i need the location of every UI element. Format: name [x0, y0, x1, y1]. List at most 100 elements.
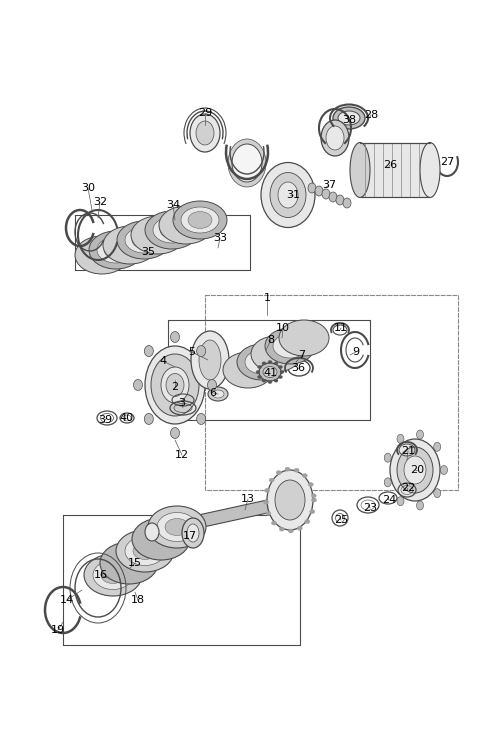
Text: 28: 28: [364, 110, 378, 120]
Ellipse shape: [161, 367, 189, 403]
Text: 33: 33: [213, 233, 227, 243]
Text: 12: 12: [175, 450, 189, 460]
Ellipse shape: [268, 381, 272, 384]
Ellipse shape: [145, 346, 205, 424]
Text: 41: 41: [263, 368, 277, 378]
Text: 36: 36: [291, 363, 305, 373]
Ellipse shape: [103, 226, 157, 264]
Text: 29: 29: [198, 108, 212, 118]
Ellipse shape: [285, 467, 290, 471]
Ellipse shape: [268, 360, 272, 363]
Ellipse shape: [251, 336, 301, 372]
Ellipse shape: [157, 512, 197, 542]
Ellipse shape: [267, 470, 313, 530]
Text: 30: 30: [81, 183, 95, 193]
Ellipse shape: [116, 530, 174, 572]
Text: 31: 31: [286, 190, 300, 200]
Ellipse shape: [261, 162, 315, 227]
Ellipse shape: [133, 379, 143, 390]
Polygon shape: [148, 495, 295, 538]
Ellipse shape: [305, 520, 310, 523]
Ellipse shape: [343, 198, 351, 208]
Ellipse shape: [145, 523, 159, 541]
Ellipse shape: [279, 527, 284, 531]
Ellipse shape: [269, 478, 274, 482]
Ellipse shape: [153, 217, 191, 243]
Ellipse shape: [417, 501, 423, 510]
Ellipse shape: [101, 567, 125, 583]
Ellipse shape: [182, 518, 204, 548]
Ellipse shape: [384, 453, 391, 462]
Ellipse shape: [310, 510, 315, 514]
Ellipse shape: [264, 500, 268, 504]
Ellipse shape: [256, 371, 260, 374]
Ellipse shape: [132, 518, 190, 560]
Ellipse shape: [338, 111, 360, 125]
Ellipse shape: [434, 488, 441, 498]
Ellipse shape: [89, 231, 143, 269]
Ellipse shape: [245, 350, 279, 374]
Ellipse shape: [265, 328, 315, 364]
Ellipse shape: [321, 120, 349, 156]
Text: 9: 9: [352, 347, 360, 357]
Ellipse shape: [280, 371, 284, 374]
Ellipse shape: [131, 216, 185, 254]
Ellipse shape: [196, 121, 214, 145]
Ellipse shape: [274, 362, 278, 365]
Ellipse shape: [278, 376, 282, 379]
Text: 37: 37: [322, 180, 336, 190]
Text: 20: 20: [410, 465, 424, 475]
Text: 1: 1: [264, 293, 271, 303]
Ellipse shape: [420, 143, 440, 197]
Text: 39: 39: [98, 415, 112, 425]
Ellipse shape: [207, 379, 216, 390]
Ellipse shape: [259, 363, 281, 381]
Text: 2: 2: [171, 382, 179, 392]
Text: 16: 16: [94, 570, 108, 580]
Ellipse shape: [333, 107, 365, 129]
Ellipse shape: [294, 468, 299, 472]
Ellipse shape: [232, 144, 262, 182]
Polygon shape: [360, 143, 430, 197]
Ellipse shape: [270, 173, 306, 218]
Ellipse shape: [336, 195, 344, 205]
Ellipse shape: [160, 221, 184, 238]
Ellipse shape: [197, 414, 205, 425]
Text: 7: 7: [299, 350, 306, 360]
Text: 4: 4: [159, 356, 167, 366]
Ellipse shape: [258, 366, 262, 368]
Text: 25: 25: [334, 515, 348, 525]
Ellipse shape: [312, 498, 316, 502]
Ellipse shape: [311, 493, 316, 498]
Ellipse shape: [75, 236, 129, 274]
Text: 35: 35: [141, 247, 155, 257]
Ellipse shape: [84, 554, 142, 596]
Ellipse shape: [274, 379, 278, 382]
Text: 38: 38: [342, 115, 356, 125]
Ellipse shape: [390, 439, 440, 501]
Ellipse shape: [104, 241, 128, 259]
Text: 8: 8: [267, 335, 275, 345]
Ellipse shape: [191, 331, 229, 389]
Text: 17: 17: [183, 531, 197, 541]
Ellipse shape: [223, 352, 273, 388]
Ellipse shape: [288, 529, 293, 533]
Ellipse shape: [97, 237, 135, 263]
Ellipse shape: [266, 512, 271, 515]
Ellipse shape: [264, 488, 270, 493]
Ellipse shape: [188, 211, 212, 229]
Ellipse shape: [199, 340, 221, 380]
Text: 22: 22: [401, 483, 415, 493]
Ellipse shape: [181, 207, 219, 233]
Text: 34: 34: [166, 200, 180, 210]
Text: 18: 18: [131, 595, 145, 605]
Ellipse shape: [302, 474, 307, 477]
Ellipse shape: [278, 366, 282, 368]
Ellipse shape: [272, 521, 276, 525]
Ellipse shape: [326, 126, 344, 150]
Ellipse shape: [441, 466, 447, 474]
Ellipse shape: [148, 506, 206, 548]
Ellipse shape: [297, 526, 302, 530]
Text: 13: 13: [241, 494, 255, 504]
Ellipse shape: [273, 334, 307, 358]
